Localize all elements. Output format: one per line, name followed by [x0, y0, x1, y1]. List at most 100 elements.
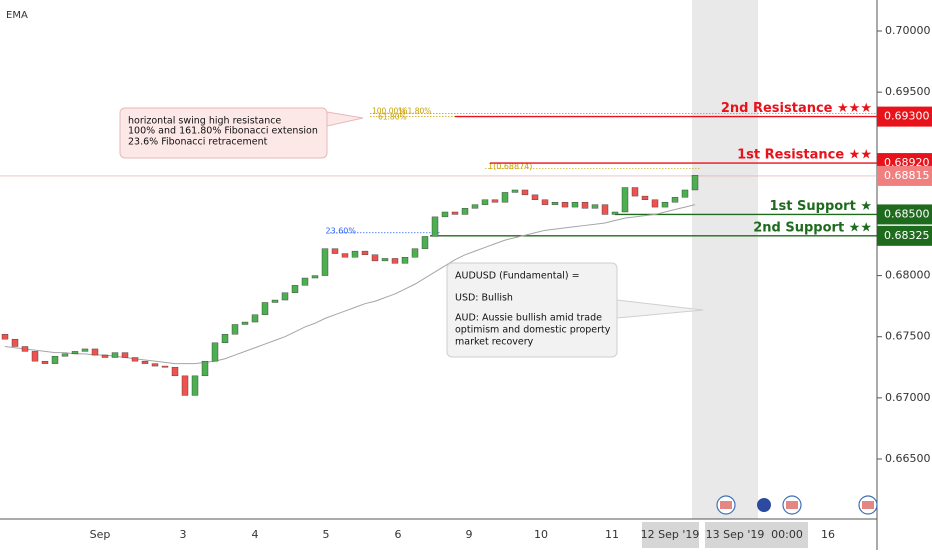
indicator-label: EMA: [6, 10, 28, 21]
candle-body: [101, 354, 109, 358]
callout-box: [446, 262, 618, 358]
candle-body: [331, 248, 339, 254]
candle-body: [91, 348, 99, 356]
callout-text: USD: Bullish: [455, 293, 513, 304]
candle-body: [641, 195, 649, 200]
y-tick-label: 0.69500: [885, 85, 931, 98]
candle-body: [61, 353, 69, 357]
candle-body: [31, 351, 39, 362]
candle-body: [291, 285, 299, 293]
callout-text: market recovery: [455, 337, 534, 348]
candle-body: [571, 201, 579, 208]
candle-body: [621, 187, 629, 213]
candle-body: [691, 175, 699, 191]
x-tick-label: 3: [180, 528, 187, 541]
callout-text: horizontal swing high resistance: [128, 116, 281, 127]
candle-body: [681, 189, 689, 198]
candle-body: [581, 201, 589, 209]
callout-box: [119, 107, 328, 159]
candle-body: [591, 204, 599, 209]
candle-body: [321, 248, 329, 276]
fib-label: 61.80%: [378, 113, 407, 122]
candle-body: [531, 194, 539, 200]
candle-body: [361, 250, 369, 255]
callout-text: optimism and domestic property: [455, 325, 611, 336]
candle-body: [301, 277, 309, 286]
level-tag: [877, 225, 932, 246]
candle-body: [541, 199, 549, 205]
candle-body: [451, 211, 459, 215]
level-value: 0.68920: [884, 156, 930, 169]
candle-body: [81, 348, 89, 352]
candle-body: [611, 211, 619, 215]
callout-text: AUDUSD (Fundamental) =: [455, 271, 580, 282]
x-tick-label: 4: [252, 528, 259, 541]
last-price-tag: [877, 165, 932, 186]
time-label-bg: [642, 522, 699, 548]
level-name: 2nd Support ★★: [753, 220, 872, 235]
candle-body: [671, 197, 679, 203]
level-value: 0.68500: [884, 207, 930, 220]
candle-body: [431, 216, 439, 237]
candle-body: [251, 314, 259, 323]
x-tick-label: 9: [466, 528, 473, 541]
level-name: 2nd Resistance ★★★: [721, 101, 872, 116]
candle-body: [351, 250, 359, 258]
candle-body: [211, 342, 219, 362]
level-tag: [877, 204, 932, 225]
candle-body: [1, 334, 9, 340]
candle-body: [231, 324, 239, 335]
last-price-label: 0.68815: [884, 169, 930, 182]
candle-body: [161, 365, 169, 368]
level-value: 0.68325: [884, 229, 930, 242]
x-tick-label: Sep: [90, 528, 111, 541]
candle-body: [391, 258, 399, 264]
candle-body: [631, 187, 639, 197]
candle-body: [311, 275, 319, 279]
x-tick-label: 5: [323, 528, 330, 541]
candle-body: [171, 367, 179, 377]
candle-body: [141, 360, 149, 364]
candle-body: [221, 334, 229, 344]
time-label-bg: [764, 522, 808, 548]
candle-body: [411, 248, 419, 258]
x-tick-label: 11: [605, 528, 619, 541]
level-name: 1st Support ★: [770, 199, 873, 214]
x-tick-label: 10: [534, 528, 548, 541]
candle-body: [11, 338, 19, 347]
candle-body: [371, 254, 379, 262]
candle-body: [521, 189, 529, 196]
candle-body: [131, 357, 139, 362]
candle-body: [651, 199, 659, 208]
fib-label: 100.00%: [372, 107, 405, 116]
callout-text: 100% and 161.80% Fibonacci extension: [128, 126, 318, 137]
candle-body: [461, 208, 469, 215]
x-tick-label: 16: [821, 528, 835, 541]
candle-body: [561, 201, 569, 208]
candle-body: [421, 236, 429, 249]
fib-label: 161.80%: [398, 107, 431, 116]
event-icon-flag: [786, 501, 798, 509]
event-icon-flag: [862, 501, 874, 509]
candle-body: [471, 204, 479, 209]
event-icon: [757, 498, 771, 512]
candle-body: [501, 192, 509, 203]
session-highlight: [692, 0, 758, 519]
candle-body: [21, 346, 29, 352]
time-label-bg: [705, 522, 765, 548]
y-tick-label: 0.70000: [885, 24, 931, 37]
candle-body: [261, 302, 269, 315]
candle-body: [491, 199, 499, 203]
candle-body: [341, 253, 349, 258]
candle-body: [201, 360, 209, 377]
level-tag: [877, 106, 932, 127]
level-value: 0.69300: [884, 110, 930, 123]
callout-text: AUD: Aussie bullish amid trade: [455, 313, 602, 324]
x-tick-label: 00:00: [771, 528, 803, 541]
level-name: 1st Resistance ★★: [737, 148, 872, 163]
candle-body: [511, 189, 519, 193]
y-tick-label: 0.68000: [885, 269, 931, 282]
candle-body: [71, 351, 79, 355]
candle-body: [381, 258, 389, 262]
y-tick-label: 0.67000: [885, 391, 931, 404]
